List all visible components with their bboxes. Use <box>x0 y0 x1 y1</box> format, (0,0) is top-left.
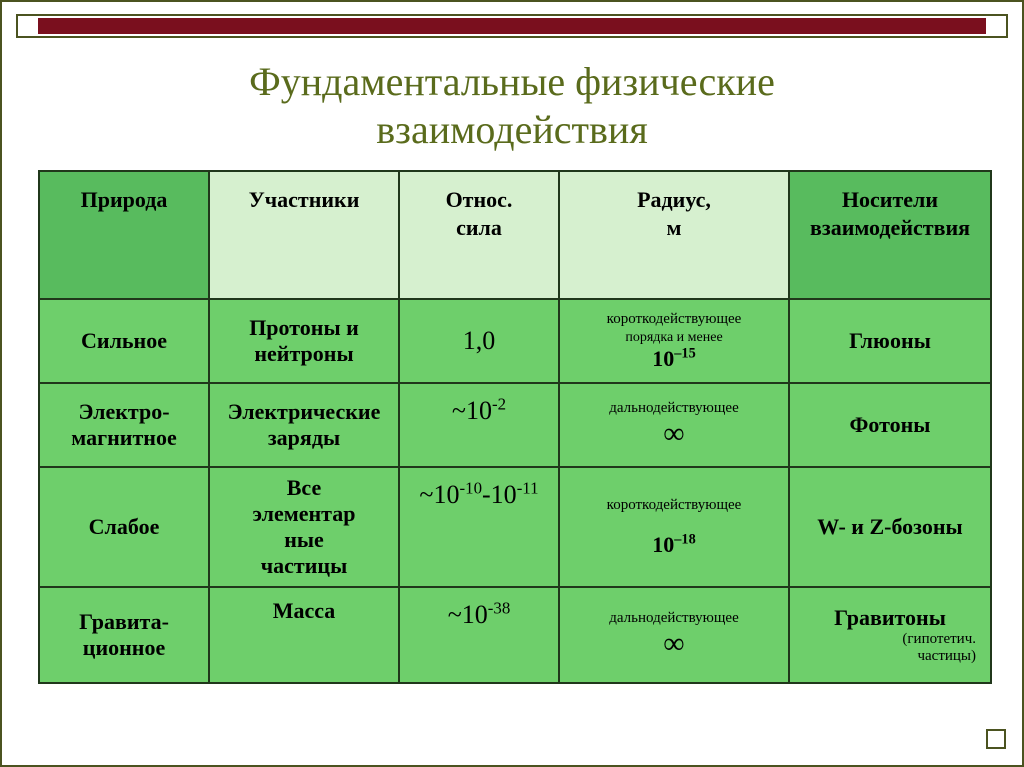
hdr-carriers: Носители взаимодействия <box>789 171 991 299</box>
grav-carriers: Гравитоны (гипотетич. частицы) <box>789 587 991 683</box>
weak-nature: Слабое <box>39 467 209 587</box>
interactions-table: Природа Участники Относ. сила Радиус, м … <box>38 170 992 684</box>
hdr-rel-strength: Относ. сила <box>399 171 559 299</box>
strong-carriers: Глюоны <box>789 299 991 383</box>
row-strong: Сильное Протоны и нейтроны 1,0 короткоде… <box>39 299 991 383</box>
table-header-row: Природа Участники Относ. сила Радиус, м … <box>39 171 991 299</box>
strong-radius: короткодействующее порядка и менее 10–15 <box>559 299 789 383</box>
em-rel-strength: ~10-2 <box>399 383 559 467</box>
em-nature: Электро- магнитное <box>39 383 209 467</box>
row-weak: Слабое Все элементар ные частицы ~10-10-… <box>39 467 991 587</box>
strong-participants: Протоны и нейтроны <box>209 299 399 383</box>
strong-rel-strength: 1,0 <box>399 299 559 383</box>
weak-participants: Все элементар ные частицы <box>209 467 399 587</box>
top-stripe-bar <box>38 18 986 34</box>
weak-rel-strength: ~10-10-10-11 <box>399 467 559 587</box>
hdr-radius: Радиус, м <box>559 171 789 299</box>
grav-radius: дальнодействующее ∞ <box>559 587 789 683</box>
hdr-nature: Природа <box>39 171 209 299</box>
title-line-1: Фундаментальные физические <box>2 58 1022 106</box>
slide-frame: Фундаментальные физические взаимодействи… <box>0 0 1024 767</box>
weak-radius: короткодействующее 10–18 <box>559 467 789 587</box>
corner-square-icon <box>986 729 1006 749</box>
row-grav: Гравита- ционное Масса ~10-38 дальнодейс… <box>39 587 991 683</box>
row-em: Электро- магнитное Электрические заряды … <box>39 383 991 467</box>
hdr-participants: Участники <box>209 171 399 299</box>
grav-nature: Гравита- ционное <box>39 587 209 683</box>
grav-participants: Масса <box>209 587 399 683</box>
grav-rel-strength: ~10-38 <box>399 587 559 683</box>
em-participants: Электрические заряды <box>209 383 399 467</box>
weak-carriers: W- и Z-бозоны <box>789 467 991 587</box>
strong-nature: Сильное <box>39 299 209 383</box>
em-carriers: Фотоны <box>789 383 991 467</box>
title-block: Фундаментальные физические взаимодействи… <box>2 58 1022 154</box>
title-line-2: взаимодействия <box>2 106 1022 154</box>
em-radius: дальнодействующее ∞ <box>559 383 789 467</box>
